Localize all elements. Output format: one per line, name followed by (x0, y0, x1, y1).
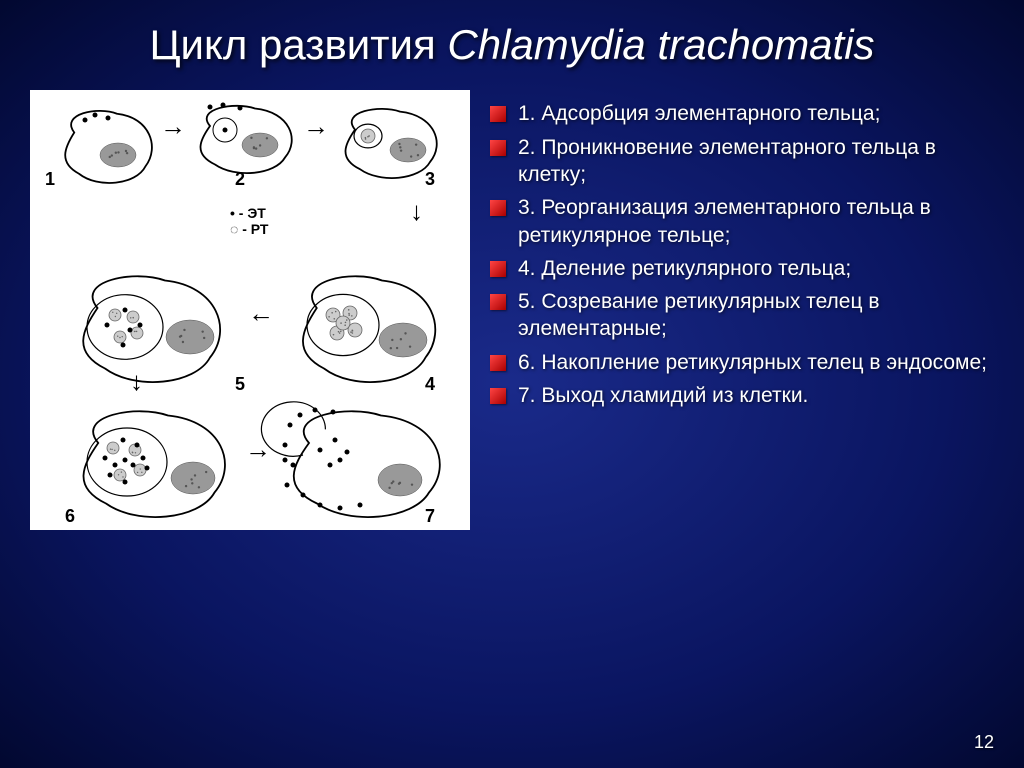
svg-text:↓: ↓ (130, 366, 143, 396)
svg-text:↓: ↓ (410, 196, 423, 226)
svg-text:4: 4 (425, 374, 435, 394)
title-prefix: Цикл развития (149, 21, 447, 68)
lifecycle-diagram: 1 2 3 4 5 6 7 → → ↓ ← ↓ → • - ЭТ ◌ - РТ (30, 90, 470, 530)
bullet-icon (490, 200, 506, 216)
list-item: 5. Созревание ретикулярных телец в элеме… (490, 288, 994, 343)
content-area: 1 2 3 4 5 6 7 → → ↓ ← ↓ → • - ЭТ ◌ - РТ 1. Адсорбция… (0, 70, 1024, 530)
title-italic: Chlamydia trachomatis (447, 21, 874, 68)
bullet-icon (490, 261, 506, 277)
list-item: 4. Деление ретикулярного тельца; (490, 255, 994, 282)
svg-text:2: 2 (235, 169, 245, 189)
bullet-icon (490, 106, 506, 122)
svg-text:←: ← (248, 298, 274, 328)
bullet-icon (490, 294, 506, 310)
svg-text:→: → (160, 111, 186, 141)
list-item: 2. Проникновение элементарного тельца в … (490, 134, 994, 189)
svg-text:→: → (245, 434, 271, 464)
slide-number: 12 (974, 732, 994, 753)
svg-text:1: 1 (45, 169, 55, 189)
bullet-icon (490, 355, 506, 371)
svg-text:→: → (303, 111, 329, 141)
list-item: 1. Адсорбция элементарного тельца; (490, 100, 994, 127)
list-item: 7. Выход хламидий из клетки. (490, 382, 994, 409)
bullet-icon (490, 140, 506, 156)
stage-list: 1. Адсорбция элементарного тельца; 2. Пр… (490, 90, 994, 530)
diagram-legend: • - ЭТ ◌ - РТ (230, 205, 268, 237)
slide-title: Цикл развития Chlamydia trachomatis (0, 0, 1024, 70)
svg-text:3: 3 (425, 169, 435, 189)
list-item: 6. Накопление ретикулярных телец в эндос… (490, 349, 994, 376)
bullet-icon (490, 388, 506, 404)
svg-text:5: 5 (235, 374, 245, 394)
svg-text:6: 6 (65, 506, 75, 526)
svg-text:7: 7 (425, 506, 435, 526)
list-item: 3. Реорганизация элементарного тельца в … (490, 194, 994, 249)
